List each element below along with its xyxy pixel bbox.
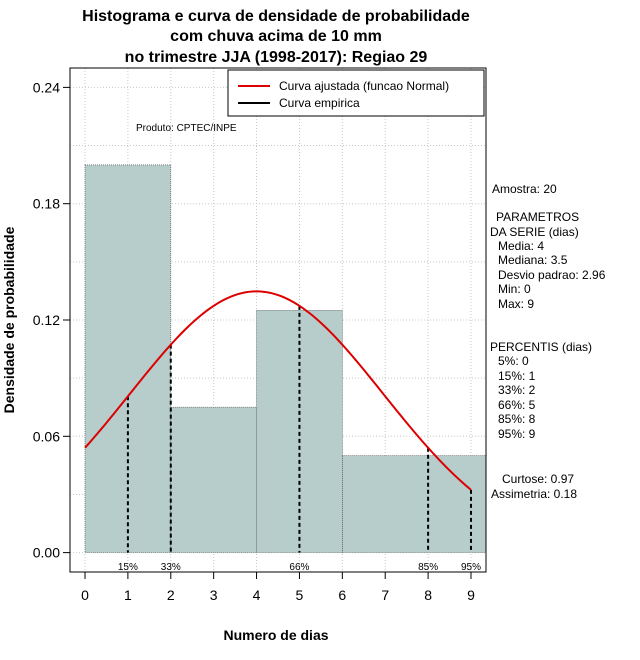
curtose: Curtose: 0.97: [502, 472, 574, 486]
x-tick-label-1: 1: [124, 587, 132, 603]
x-tick-label-4: 4: [253, 587, 261, 603]
assimetria: Assimetria: 0.18: [491, 487, 577, 501]
percentile-label-1: 33%: [161, 562, 181, 573]
param-media: Media: 4: [498, 239, 544, 253]
percentil-5: 5%: 0: [498, 354, 529, 368]
chart-title-line-2: com chuva acima de 10 mm: [170, 28, 382, 45]
chart-title-line-3: no trimestre JJA (1998-2017): Regiao 29: [125, 49, 428, 66]
percentil-85: 85%: 8: [498, 412, 536, 426]
x-axis-label: Numero de dias: [223, 627, 328, 643]
y-axis-label: Densidade de probabilidade: [1, 226, 17, 413]
y-tick-label-1: 0.06: [33, 428, 60, 444]
sample-size: Amostra: 20: [492, 182, 557, 196]
chart-title-line-1: Histograma e curva de densidade de proba…: [82, 8, 470, 25]
params-title-2: DA SERIE (dias): [490, 225, 579, 239]
histogram-bar-3: [342, 455, 487, 553]
percentil-66: 66%: 5: [498, 398, 536, 412]
y-tick-label-2: 0.12: [33, 312, 60, 328]
stats-panel: Amostra: 20 PARAMETROS DA SERIE (dias) M…: [490, 182, 606, 501]
legend: Curva ajustada (funcao Normal) Curva emp…: [227, 69, 485, 117]
legend-label-normal: Curva ajustada (funcao Normal): [279, 79, 449, 93]
normal-fit-curve: [84, 290, 472, 491]
y-tick-label-0: 0.00: [33, 545, 60, 561]
y-tick-label-3: 0.18: [33, 196, 60, 212]
percentile-label-4: 95%: [461, 562, 481, 573]
x-tick-label-5: 5: [296, 587, 304, 603]
x-tick-label-0: 0: [81, 587, 89, 603]
percentile-markers: 15% 33% 66% 85% 95%: [118, 305, 481, 573]
histogram-bar-1: [170, 406, 257, 553]
percentis-title: PERCENTIS (dias): [490, 340, 592, 354]
x-tick-label-6: 6: [338, 587, 346, 603]
percentil-33: 33%: 2: [498, 383, 536, 397]
y-tick-label-4: 0.24: [33, 79, 60, 95]
percentil-15: 15%: 1: [498, 369, 536, 383]
param-desvio: Desvio padrao: 2.96: [498, 268, 606, 282]
x-tick-label-2: 2: [167, 587, 175, 603]
percentile-label-2: 66%: [289, 562, 309, 573]
histogram-bars: [84, 164, 487, 553]
percentile-label-3: 85%: [418, 562, 438, 573]
params-title-1: PARAMETROS: [496, 210, 579, 224]
axes: 0 1 2 3 4 5 6 7 8 9 0.00 0.06 0.12 0.18 0.24: [33, 79, 475, 603]
x-tick-label-9: 9: [467, 587, 475, 603]
param-min: Min: 0: [498, 282, 531, 296]
x-tick-label-7: 7: [381, 587, 389, 603]
legend-box: [227, 69, 485, 117]
x-tick-label-8: 8: [424, 587, 432, 603]
percentil-95: 95%: 9: [498, 427, 536, 441]
param-mediana: Mediana: 3.5: [498, 253, 568, 267]
x-tick-label-3: 3: [210, 587, 218, 603]
percentile-label-0: 15%: [118, 562, 138, 573]
legend-label-empirical: Curva empirica: [279, 96, 360, 110]
product-annotation: Produto: CPTEC/INPE: [136, 123, 237, 134]
param-max: Max: 9: [498, 297, 534, 311]
